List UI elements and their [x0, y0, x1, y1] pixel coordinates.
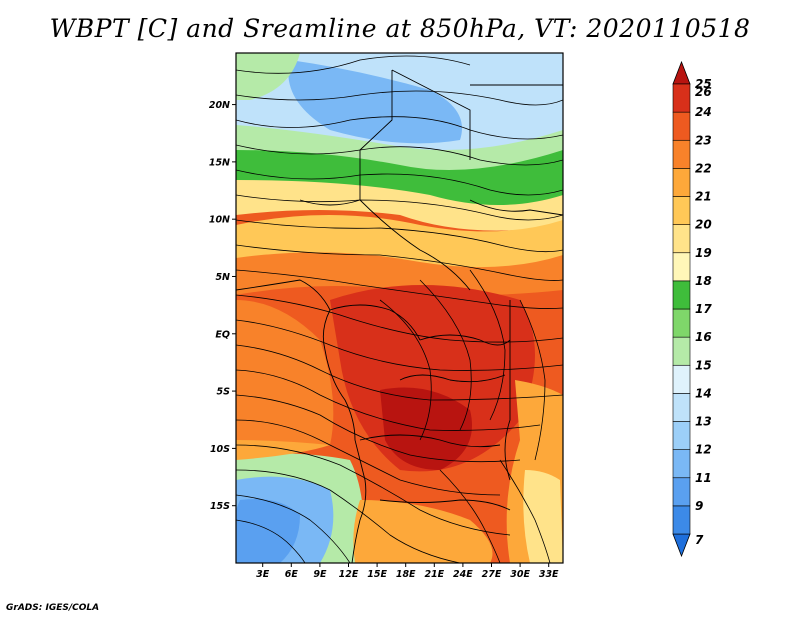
lat-tick-label: 20N	[209, 100, 230, 111]
lat-tick-label: 15N	[209, 157, 230, 168]
lon-tick-label: 9E	[313, 569, 327, 580]
colorbar-label: 16	[695, 330, 712, 344]
lon-tick-label: 27E	[482, 569, 502, 580]
lon-tick-label: 15E	[367, 569, 387, 580]
wbpt-field	[236, 53, 563, 563]
colorbar-label: 26	[695, 85, 712, 99]
country-borders	[236, 69, 563, 563]
colorbar-label: 18	[695, 274, 712, 288]
colorbar-segment	[672, 449, 691, 479]
colorbar-segment	[672, 505, 691, 535]
lon-tick-label: 3E	[256, 569, 270, 580]
lat-tick-label: 10N	[209, 215, 230, 226]
colorbar-segment	[672, 336, 691, 366]
colorbar-segment	[672, 308, 691, 338]
colorbar-label: 12	[695, 443, 712, 457]
lon-tick-label: 30E	[510, 569, 530, 580]
lat-tick-label: EQ	[215, 329, 230, 340]
colorbar-label: 20	[695, 218, 712, 232]
lon-tick-label: 33E	[539, 569, 559, 580]
colorbar-segment	[672, 252, 691, 282]
lon-tick-label: 12E	[339, 569, 359, 580]
lon-tick-label: 21E	[424, 569, 444, 580]
colorbar-segment	[672, 83, 691, 113]
colorbar-label: 17	[695, 302, 712, 316]
lat-tick-label: 10S	[210, 444, 230, 455]
colorbar-label: 14	[695, 386, 712, 400]
colorbar-segment	[672, 224, 691, 254]
lat-tick-label: 15S	[210, 501, 230, 512]
map-frame	[235, 52, 564, 564]
colorbar-label: 7	[695, 533, 704, 547]
lat-tick-label: 5S	[217, 387, 231, 398]
lon-tick-label: 6E	[285, 569, 299, 580]
grads-credit: GrADS: IGES/COLA	[6, 603, 100, 613]
colorbar-segment	[672, 364, 691, 394]
colorbar-segment	[672, 280, 691, 310]
colorbar-label: 21	[695, 190, 712, 204]
colorbar-label: 13	[695, 415, 712, 429]
colorbar-segment	[672, 196, 691, 225]
colorbar-segment	[672, 421, 691, 450]
lon-tick-label: 18E	[396, 569, 416, 580]
colorbar-segment	[672, 393, 691, 422]
colorbar-label: 22	[695, 161, 712, 175]
streamlines	[236, 55, 563, 563]
colorbar-segment	[672, 111, 691, 141]
colorbar-low-arrow	[672, 533, 691, 558]
colorbar-label: 25	[695, 77, 712, 91]
colorbar-label: 19	[695, 246, 712, 260]
colorbar-segment	[672, 477, 691, 507]
lon-tick-label: 24E	[453, 569, 473, 580]
colorbar-label: 11	[695, 471, 712, 485]
colorbar-segment	[672, 139, 691, 169]
colorbar-label: 9	[695, 499, 703, 513]
lat-tick-label: 5N	[215, 272, 230, 283]
colorbar-segment	[672, 168, 691, 197]
colorbar-high-arrow	[672, 60, 691, 85]
colorbar-label: 24	[695, 105, 712, 119]
chart-title: WBPT [C] and Sreamline at 850hPa, VT: 20…	[49, 14, 751, 43]
colorbar-label: 15	[695, 358, 712, 372]
colorbar-label: 23	[695, 133, 712, 147]
